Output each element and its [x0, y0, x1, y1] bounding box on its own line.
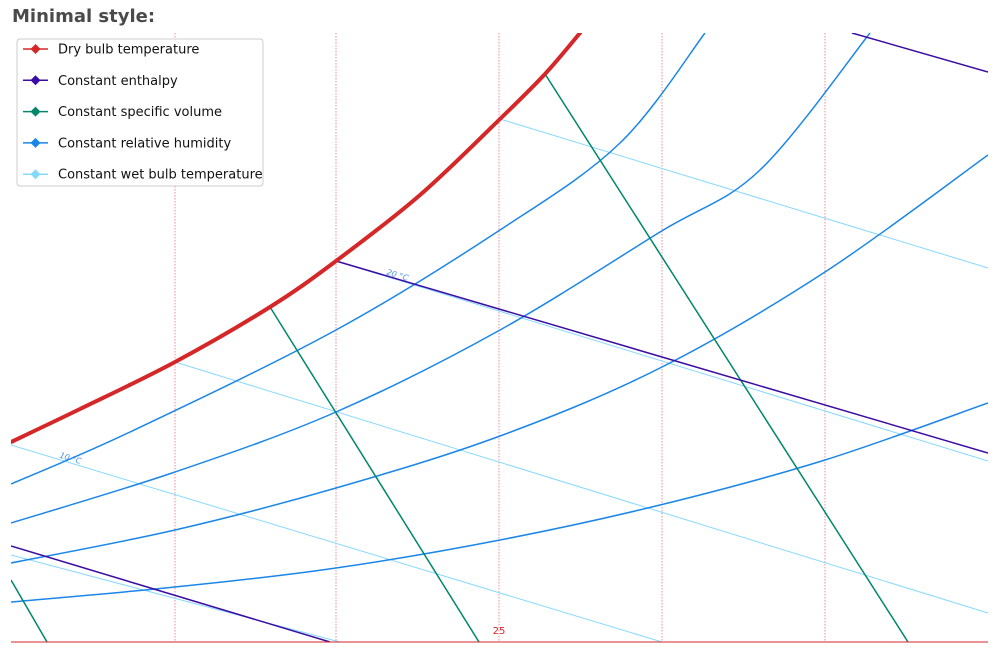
wet-bulb-label: 10 °C — [58, 451, 82, 466]
legend-label: Constant wet bulb temperature — [58, 168, 263, 183]
line-labels: 20 °C 10 °C — [58, 268, 409, 466]
enthalpy-lines — [11, 33, 988, 642]
isotherm-grid — [174, 33, 826, 642]
relative-humidity-curve — [11, 402, 988, 603]
page-title: Minimal style: — [12, 6, 156, 27]
enthalpy-line — [11, 545, 331, 642]
legend-label: Constant relative humidity — [58, 136, 231, 151]
legend-box — [16, 38, 264, 187]
wet-bulb-line — [174, 361, 988, 614]
saturation-curve-layer — [11, 33, 582, 444]
legend: Dry bulb temperature Constant enthalpy Con… — [16, 38, 264, 187]
legend-item[interactable]: Constant relative humidity — [23, 136, 231, 151]
relative-humidity-curve — [11, 154, 988, 564]
relative-humidity-curves — [11, 33, 988, 603]
enthalpy-line — [335, 260, 988, 454]
wet-bulb-label: 20 °C — [385, 268, 409, 283]
wet-bulb-line — [11, 554, 341, 642]
diamond-marker-icon — [30, 169, 41, 180]
diamond-marker-icon — [30, 106, 41, 117]
specific-volume-lines — [11, 73, 909, 642]
wet-bulb-line — [499, 118, 988, 269]
diamond-marker-icon — [30, 44, 41, 54]
legend-item[interactable]: Constant enthalpy — [23, 74, 178, 89]
legend-item[interactable]: Constant specific volume — [23, 105, 222, 120]
wet-bulb-line — [11, 444, 663, 642]
x-tick-label: 25 — [493, 626, 506, 637]
diamond-marker-icon — [30, 75, 41, 86]
wet-bulb-lines — [11, 118, 988, 642]
relative-humidity-curve — [11, 33, 706, 485]
saturation-curve — [11, 33, 582, 444]
diamond-marker-icon — [30, 137, 41, 148]
legend-label: Constant specific volume — [58, 105, 222, 120]
relative-humidity-curve — [11, 33, 871, 524]
legend-label: Dry bulb temperature — [58, 43, 199, 58]
specific-volume-line — [544, 73, 909, 642]
specific-volume-line — [11, 579, 48, 642]
wet-bulb-line — [335, 260, 988, 462]
enthalpy-line — [851, 33, 988, 73]
legend-item[interactable]: Dry bulb temperature — [23, 43, 199, 58]
specific-volume-line — [269, 306, 480, 642]
legend-label: Constant enthalpy — [58, 74, 178, 89]
legend-item[interactable]: Constant wet bulb temperature — [23, 168, 263, 183]
